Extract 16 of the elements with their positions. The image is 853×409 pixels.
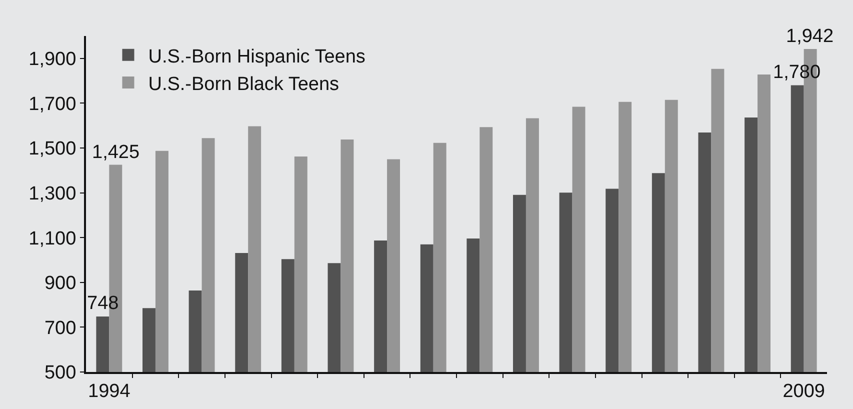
legend-label: U.S.-Born Black Teens — [148, 74, 340, 95]
y-tick-label: 700 — [44, 318, 76, 339]
x-tick-label: 2009 — [782, 380, 825, 402]
y-tick-label: 500 — [44, 362, 76, 384]
y-tick-label: 1,500 — [28, 138, 76, 160]
data-label: 748 — [87, 293, 119, 314]
legend-label: U.S.-Born Hispanic Teens — [148, 46, 366, 68]
data-label: 1,942 — [786, 26, 834, 47]
x-tick-label: 1994 — [88, 380, 131, 402]
y-tick-label: 1,300 — [28, 183, 76, 204]
y-tick-label: 1,100 — [28, 228, 76, 250]
y-tick-label: 1,700 — [28, 94, 76, 115]
y-tick-label: 900 — [44, 273, 76, 294]
data-label: 1,780 — [773, 62, 821, 83]
y-tick-label: 1,900 — [28, 49, 76, 70]
data-label: 1,425 — [92, 142, 140, 163]
